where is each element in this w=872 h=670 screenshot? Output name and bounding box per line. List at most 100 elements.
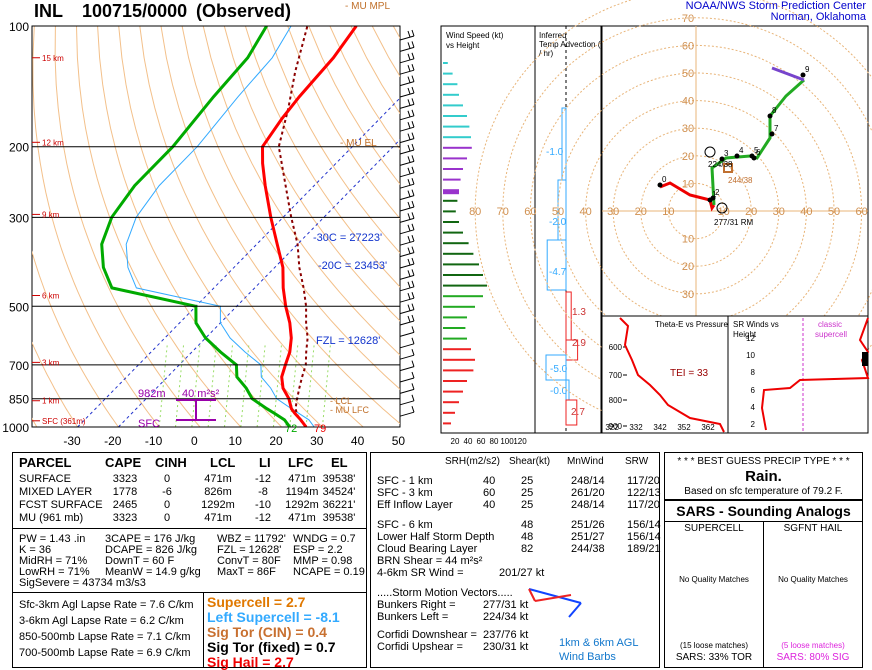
wind-tick: 120: [513, 437, 527, 446]
tadv-title-1: Inferred: [539, 31, 567, 40]
hodo-storm-label-2: 277/31 RM: [714, 218, 753, 227]
corfidi-up-value: 230/31 kt: [483, 641, 529, 653]
wind-speed-bar: [443, 62, 448, 64]
moist-adiabat: [207, 343, 217, 427]
wind-barb-flag: [407, 53, 411, 60]
hodo-point: [719, 156, 725, 162]
temp-tick: -10: [145, 434, 163, 448]
temp-tick: 40: [351, 434, 365, 448]
sars-col-hail: SGFNT HAIL: [783, 523, 843, 534]
wind-barb-flag: [411, 200, 415, 208]
wind-barb-flag: [411, 29, 415, 37]
wind-barb-shaft: [399, 366, 415, 372]
wind-barb-flag: [411, 360, 415, 367]
wind-barb-shaft: [399, 58, 415, 64]
kinematic-cell: SFC - 3 km: [377, 487, 433, 499]
lcl-header: LCL: [210, 455, 236, 470]
wind-barb-shaft: [399, 149, 415, 155]
hodo-ring-label-e: 40: [800, 206, 812, 218]
srw-y-tick: 2: [751, 420, 756, 429]
lcl-label: - LCL: [330, 396, 352, 406]
wind-speed-bar: [443, 125, 470, 128]
wind-speed-bar: [443, 369, 474, 372]
wind-tick: 60: [477, 437, 486, 446]
wind-barb-flag: [411, 75, 415, 82]
srw-y-tick: 4: [751, 403, 756, 412]
srw-classic-2: supercell: [815, 330, 847, 339]
dewpoint-trace: [100, 26, 292, 427]
wind-barb-flag: [411, 371, 415, 379]
sars-nq2: No Quality Matches: [778, 575, 848, 584]
sfc-temp: 79: [314, 423, 326, 435]
parcel-cell: 0: [163, 512, 171, 524]
hodo-point-label: 2: [715, 188, 720, 197]
wetbulb-line: [125, 26, 315, 427]
tadv-box: [565, 339, 579, 361]
parcel-cell: 1778: [112, 486, 138, 498]
srw-marker: [862, 352, 868, 366]
kinematic-cell: 261/20: [571, 487, 605, 499]
thetae-trace: [619, 317, 725, 433]
temp-tick: -20: [104, 434, 122, 448]
hodo-point-label: 5: [754, 146, 759, 155]
srw-y-tick: 6: [751, 386, 756, 395]
wind-barb-shaft: [399, 195, 415, 201]
thermo-param: FZL = 12628': [217, 544, 282, 556]
wind-tick: 40: [464, 437, 473, 446]
wind-barb-flag: [411, 109, 415, 116]
hodo-point-label: 7: [774, 124, 779, 133]
wind-barb-shaft: [399, 103, 415, 109]
temp-tick: -30: [63, 434, 81, 448]
cinh-header: CINH: [155, 455, 187, 470]
wind-barb-shaft: [399, 286, 415, 292]
wind-barb-flag: [407, 179, 411, 186]
parcel-cell: 471m: [288, 512, 316, 524]
srw-frame: [727, 315, 869, 434]
pressure-tick: 200: [9, 141, 29, 155]
wind-barb-flag: [407, 201, 411, 209]
moist-adiabat: [289, 343, 299, 427]
bunkers-right-label: Bunkers Right =: [377, 599, 456, 611]
hodo-point: [734, 153, 740, 159]
hodo-right-mover-marker: [716, 202, 728, 214]
hodo-ring-label-e: 20: [745, 206, 757, 218]
tadv-label: 1.3: [572, 307, 586, 318]
kinematic-cell: 82: [521, 543, 534, 555]
corfidi-down-value: 237/76 kt: [483, 629, 529, 641]
srw-title-1: SR Winds vs: [733, 320, 779, 329]
tadv-title-3: / hr): [539, 49, 554, 58]
thermo-param: K = 36: [19, 544, 52, 556]
wind-tick: 100: [500, 437, 514, 446]
hodo-point-label: 1: [712, 190, 717, 199]
wind-barb-shaft: [399, 46, 415, 52]
hodo-left-mover-marker: [704, 146, 716, 158]
hodograph: 1010101020202020303030304040405050506060…: [469, 0, 872, 433]
wind-speed-bar: [443, 221, 459, 223]
sr-wind-label: 4-6km SR Wind =: [377, 567, 464, 579]
wind-barb-shaft: [399, 411, 415, 417]
eff-layer-bottom: SFC: [138, 418, 160, 430]
pressure-tick: 850: [9, 393, 29, 407]
wind-barb-flag: [411, 178, 415, 185]
wind-speed-bar: [443, 390, 463, 393]
wind-barb-flag: [407, 236, 411, 243]
parcel-cell: -10: [255, 499, 271, 511]
parcel-cell: -12: [255, 473, 271, 485]
pressure-tick: 500: [9, 300, 29, 314]
wind-barb-flag: [411, 292, 415, 299]
barb-6km-tip: [568, 602, 582, 618]
hodo-point: [751, 155, 757, 161]
wind-speed-bar: [443, 93, 459, 96]
wind-tick: 20: [451, 437, 460, 446]
wind-speed-bar: [443, 178, 461, 181]
kinematic-cell: 25: [521, 475, 534, 487]
thermo-param: NCAPE = 0.19: [293, 566, 365, 578]
thermo-param: DCAPE = 826 J/kg: [105, 544, 198, 556]
wind-barb-shaft: [399, 309, 415, 315]
hodo-ring-label-w: 10: [662, 206, 674, 218]
hodo-point-label: 0: [662, 175, 667, 184]
kinematic-cell: 251/27: [571, 531, 605, 543]
thetae-x-tick: 322: [605, 423, 619, 432]
wind-speed-bar: [443, 401, 459, 404]
